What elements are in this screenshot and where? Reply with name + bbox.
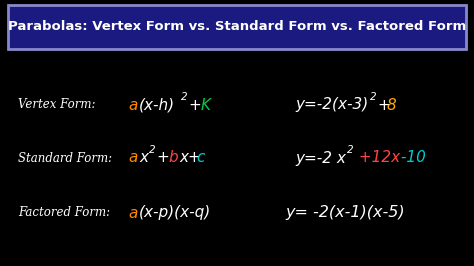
Text: x: x bbox=[139, 151, 148, 165]
Text: a: a bbox=[128, 206, 137, 221]
Text: a: a bbox=[128, 151, 137, 165]
Text: 2: 2 bbox=[347, 145, 354, 155]
Text: -10: -10 bbox=[396, 151, 426, 165]
Text: Vertex Form:: Vertex Form: bbox=[18, 98, 95, 111]
Text: +: + bbox=[188, 98, 201, 113]
FancyBboxPatch shape bbox=[8, 5, 466, 49]
Text: 2: 2 bbox=[370, 92, 377, 102]
Text: y= -2(x-1)(x-5): y= -2(x-1)(x-5) bbox=[285, 206, 405, 221]
Text: +: + bbox=[156, 151, 169, 165]
Text: b: b bbox=[168, 151, 178, 165]
Text: Parabolas: Vertex Form vs. Standard Form vs. Factored Form: Parabolas: Vertex Form vs. Standard Form… bbox=[8, 20, 466, 34]
Text: 2: 2 bbox=[181, 92, 188, 102]
Text: +: + bbox=[377, 98, 390, 113]
Text: K: K bbox=[201, 98, 211, 113]
Text: a: a bbox=[128, 98, 137, 113]
Text: Standard Form:: Standard Form: bbox=[18, 152, 112, 164]
Text: 8: 8 bbox=[387, 98, 397, 113]
Text: (x-h): (x-h) bbox=[139, 98, 175, 113]
Text: Factored Form:: Factored Form: bbox=[18, 206, 110, 219]
Text: x+: x+ bbox=[179, 151, 201, 165]
Text: c: c bbox=[196, 151, 204, 165]
Text: (x-p)(x-q): (x-p)(x-q) bbox=[139, 206, 211, 221]
Text: y=-2 x: y=-2 x bbox=[295, 151, 346, 165]
Text: +12x: +12x bbox=[354, 151, 400, 165]
Text: 2: 2 bbox=[149, 145, 155, 155]
Text: y=-2(x-3): y=-2(x-3) bbox=[295, 98, 368, 113]
